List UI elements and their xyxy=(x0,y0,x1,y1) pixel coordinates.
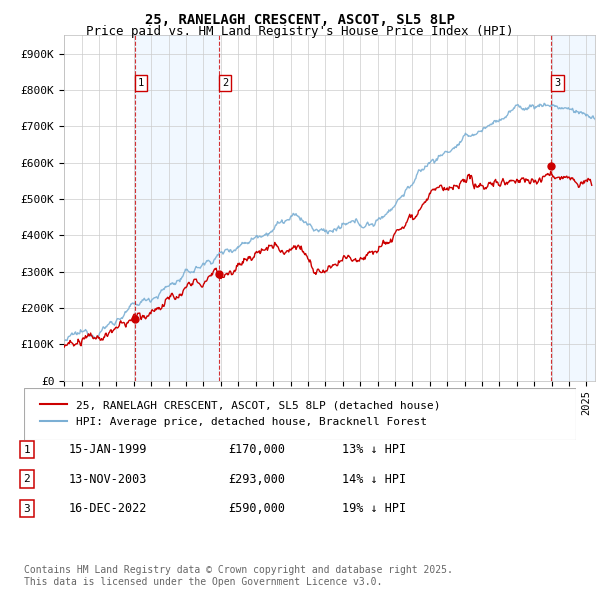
Text: 25, RANELAGH CRESCENT, ASCOT, SL5 8LP: 25, RANELAGH CRESCENT, ASCOT, SL5 8LP xyxy=(145,13,455,27)
Text: Contains HM Land Registry data © Crown copyright and database right 2025.
This d: Contains HM Land Registry data © Crown c… xyxy=(24,565,453,587)
Text: 1: 1 xyxy=(23,445,31,454)
Text: 19% ↓ HPI: 19% ↓ HPI xyxy=(342,502,406,515)
Text: 14% ↓ HPI: 14% ↓ HPI xyxy=(342,473,406,486)
Text: 3: 3 xyxy=(554,78,561,88)
Text: 2: 2 xyxy=(222,78,229,88)
Legend: 25, RANELAGH CRESCENT, ASCOT, SL5 8LP (detached house), HPI: Average price, deta: 25, RANELAGH CRESCENT, ASCOT, SL5 8LP (d… xyxy=(35,396,445,431)
Text: £170,000: £170,000 xyxy=(228,443,285,456)
Text: 1: 1 xyxy=(138,78,144,88)
FancyBboxPatch shape xyxy=(24,388,576,440)
Text: Price paid vs. HM Land Registry's House Price Index (HPI): Price paid vs. HM Land Registry's House … xyxy=(86,25,514,38)
Bar xyxy=(551,35,595,381)
Text: 16-DEC-2022: 16-DEC-2022 xyxy=(69,502,148,515)
Text: £293,000: £293,000 xyxy=(228,473,285,486)
Text: £590,000: £590,000 xyxy=(228,502,285,515)
Text: 13% ↓ HPI: 13% ↓ HPI xyxy=(342,443,406,456)
Text: 3: 3 xyxy=(23,504,31,513)
Text: 15-JAN-1999: 15-JAN-1999 xyxy=(69,443,148,456)
Bar xyxy=(134,35,218,381)
Text: 13-NOV-2003: 13-NOV-2003 xyxy=(69,473,148,486)
Text: 2: 2 xyxy=(23,474,31,484)
